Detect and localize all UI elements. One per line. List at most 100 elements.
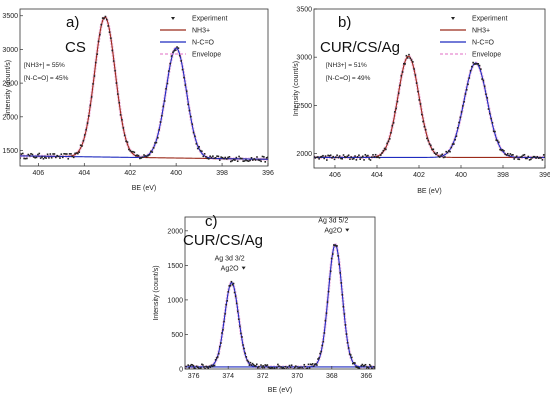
experiment-point <box>262 365 264 367</box>
experiment-point <box>267 156 268 158</box>
experiment-point <box>342 305 345 308</box>
experiment-point <box>192 364 195 367</box>
experiment-point <box>414 74 417 76</box>
experiment-point <box>236 310 239 313</box>
experiment-point <box>263 366 265 369</box>
experiment-point <box>350 156 353 158</box>
experiment-point <box>327 154 329 157</box>
experiment-point <box>151 151 154 153</box>
experiment-point <box>156 137 159 139</box>
experiment-point <box>296 368 298 369</box>
experiment-point <box>250 364 253 366</box>
experiment-point <box>467 83 469 86</box>
panel-c-chart: 376 374 372 370 368 366 0 500 1000 1500 2000 BE (eV… <box>153 213 376 394</box>
experiment-point <box>223 157 225 160</box>
experiment-point <box>217 155 220 158</box>
experiment-point <box>476 62 478 65</box>
experiment-point <box>472 61 474 64</box>
experiment-point <box>540 157 542 159</box>
experiment-point <box>155 141 158 144</box>
experiment-point <box>217 352 220 355</box>
experiment-point <box>390 131 392 134</box>
experiment-point <box>132 150 134 153</box>
experiment-point <box>212 364 215 367</box>
experiment-point <box>242 160 244 163</box>
experiment-point <box>46 153 49 156</box>
experiment-point <box>100 23 103 26</box>
experiment-point <box>231 283 234 286</box>
experiment-point <box>323 332 326 334</box>
experiment-point <box>221 156 224 159</box>
experiment-point <box>383 147 386 150</box>
experiment-point <box>185 368 186 369</box>
experiment-point <box>205 156 207 158</box>
experiment-point <box>465 88 468 91</box>
experiment-point <box>399 84 401 87</box>
experiment-point <box>300 368 302 369</box>
y-tick-label: 2000 <box>2 114 18 121</box>
experiment-point <box>412 61 414 63</box>
experiment-point <box>524 157 527 160</box>
peak-component-1 <box>20 16 268 160</box>
experiment-point <box>468 77 471 79</box>
experiment-point <box>371 367 373 369</box>
experiment-point <box>250 157 253 159</box>
experiment-point <box>216 356 219 358</box>
experiment-point <box>356 366 358 368</box>
experiment-point <box>501 149 504 151</box>
experiment-point <box>83 134 86 136</box>
legend-entry: NH3+ <box>472 28 490 35</box>
experiment-point <box>359 158 361 160</box>
experiment-point <box>188 109 191 112</box>
experiment-point <box>21 152 24 155</box>
experiment-point <box>174 49 177 51</box>
experiment-point <box>232 158 235 161</box>
experiment-point <box>209 155 211 158</box>
experiment-point <box>321 344 324 347</box>
experiment-point <box>228 284 231 287</box>
experiment-point <box>517 158 519 160</box>
experiment-point <box>118 101 120 104</box>
y-tick-label: 2000 <box>167 228 183 235</box>
experiment-point <box>320 350 322 353</box>
legend-entry: Envelope <box>472 52 501 59</box>
experiment-point <box>490 117 492 120</box>
experiment-point <box>432 148 435 151</box>
experiment-point <box>207 367 210 369</box>
experiment-point <box>245 356 248 358</box>
experiment-point <box>338 155 341 157</box>
experiment-point <box>213 364 216 367</box>
experiment-point <box>170 55 173 57</box>
x-tick-label: 370 <box>291 373 303 380</box>
experiment-point <box>271 366 274 369</box>
experiment-point <box>342 154 345 156</box>
experiment-point <box>133 151 136 154</box>
experiment-point <box>386 142 388 145</box>
experiment-point <box>504 153 507 156</box>
legend-entry: N-C=O <box>192 40 215 47</box>
experiment-point <box>496 139 499 142</box>
x-tick-label: 404 <box>78 170 90 177</box>
experiment-point <box>220 342 222 344</box>
experiment-point <box>395 107 397 110</box>
experiment-point <box>208 365 211 368</box>
experiment-point <box>332 155 335 158</box>
experiment-point <box>322 154 324 157</box>
experiment-point <box>515 155 518 158</box>
experiment-point <box>530 158 532 161</box>
experiment-point <box>184 84 187 87</box>
peak-marker-icon <box>345 228 350 232</box>
experiment-point <box>214 359 217 361</box>
experiment-point <box>336 154 338 157</box>
experiment-point <box>71 155 74 158</box>
experiment-point <box>210 364 213 367</box>
experiment-point <box>44 156 46 159</box>
experiment-point <box>202 364 204 366</box>
experiment-point <box>437 155 440 158</box>
legend: Experiment NH3+ N-C=O Envelope <box>160 16 227 59</box>
y-axis-title: Intensity (count/s) <box>5 60 12 115</box>
y-tick-label: 2500 <box>296 103 312 110</box>
envelope-series <box>20 15 268 161</box>
experiment-point <box>288 364 291 367</box>
experiment-point <box>233 291 236 294</box>
